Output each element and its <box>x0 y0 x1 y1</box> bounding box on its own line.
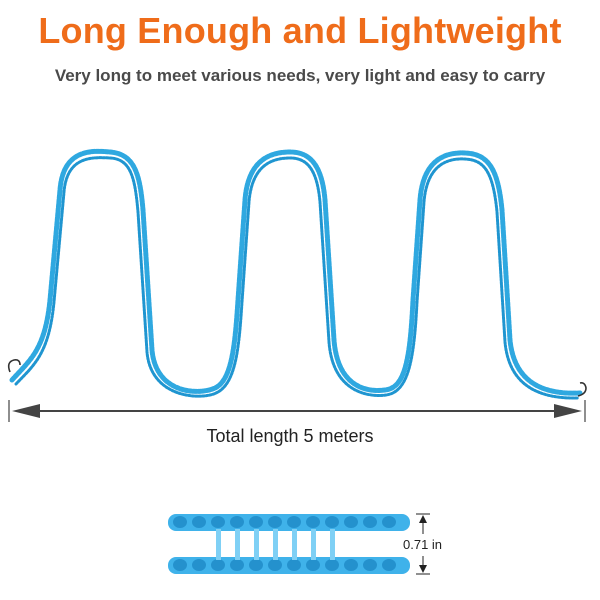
rope-strand-inner <box>14 156 580 400</box>
right-hook-icon <box>577 382 587 397</box>
rope-width-label: 0.71 in <box>403 537 443 552</box>
width-dimension-marker <box>416 513 430 575</box>
rope-closeup <box>168 514 410 574</box>
left-hook-icon <box>7 359 21 373</box>
headline-subtitle: Very long to meet various needs, very li… <box>54 66 546 85</box>
rope-strand-outer <box>9 148 583 396</box>
total-length-label: Total length 5 meters <box>206 426 374 446</box>
length-dimension-arrow <box>8 400 586 422</box>
headline-title: Long Enough and Lightweight <box>38 10 562 51</box>
